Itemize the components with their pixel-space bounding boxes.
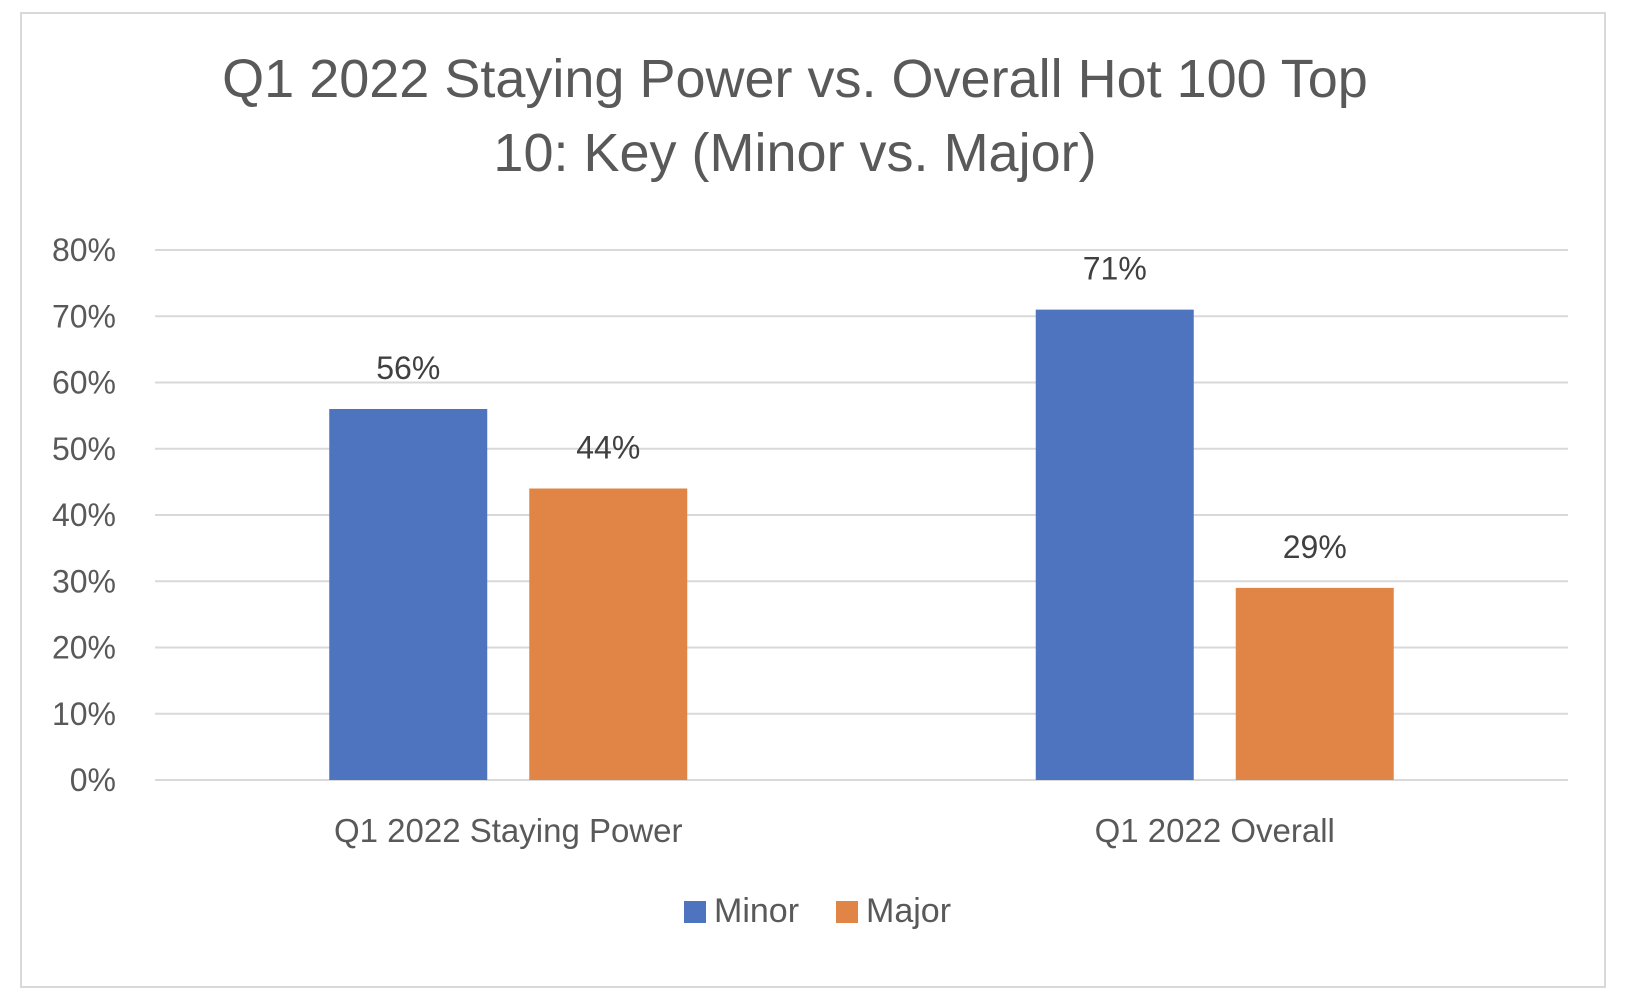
chart-title: Q1 2022 Staying Power vs. Overall Hot 10… (222, 49, 1368, 183)
chart-frame (20, 12, 1606, 988)
bar-minor (329, 409, 488, 780)
bar-major (529, 488, 688, 780)
y-tick-label: 80% (52, 232, 116, 268)
y-tick-label: 60% (52, 365, 116, 401)
bar-minor (1035, 309, 1194, 780)
y-tick-label: 30% (52, 563, 116, 599)
legend-label-major: Major (866, 892, 951, 930)
data-label: 56% (376, 350, 440, 386)
y-tick-label: 0% (70, 762, 116, 798)
data-label: 71% (1083, 251, 1147, 287)
y-tick-label: 50% (52, 431, 116, 467)
data-label: 29% (1283, 529, 1347, 565)
y-tick-label: 70% (52, 298, 116, 334)
bar-major (1235, 587, 1394, 780)
data-label: 44% (576, 430, 640, 466)
legend-swatch-major (836, 901, 858, 923)
x-category-label: Q1 2022 Staying Power (334, 812, 683, 849)
legend-swatch-minor (684, 901, 706, 923)
y-tick-label: 20% (52, 630, 116, 666)
y-tick-label: 10% (52, 696, 116, 732)
y-tick-label: 40% (52, 497, 116, 533)
x-category-label: Q1 2022 Overall (1095, 812, 1335, 849)
legend-label-minor: Minor (714, 892, 799, 930)
